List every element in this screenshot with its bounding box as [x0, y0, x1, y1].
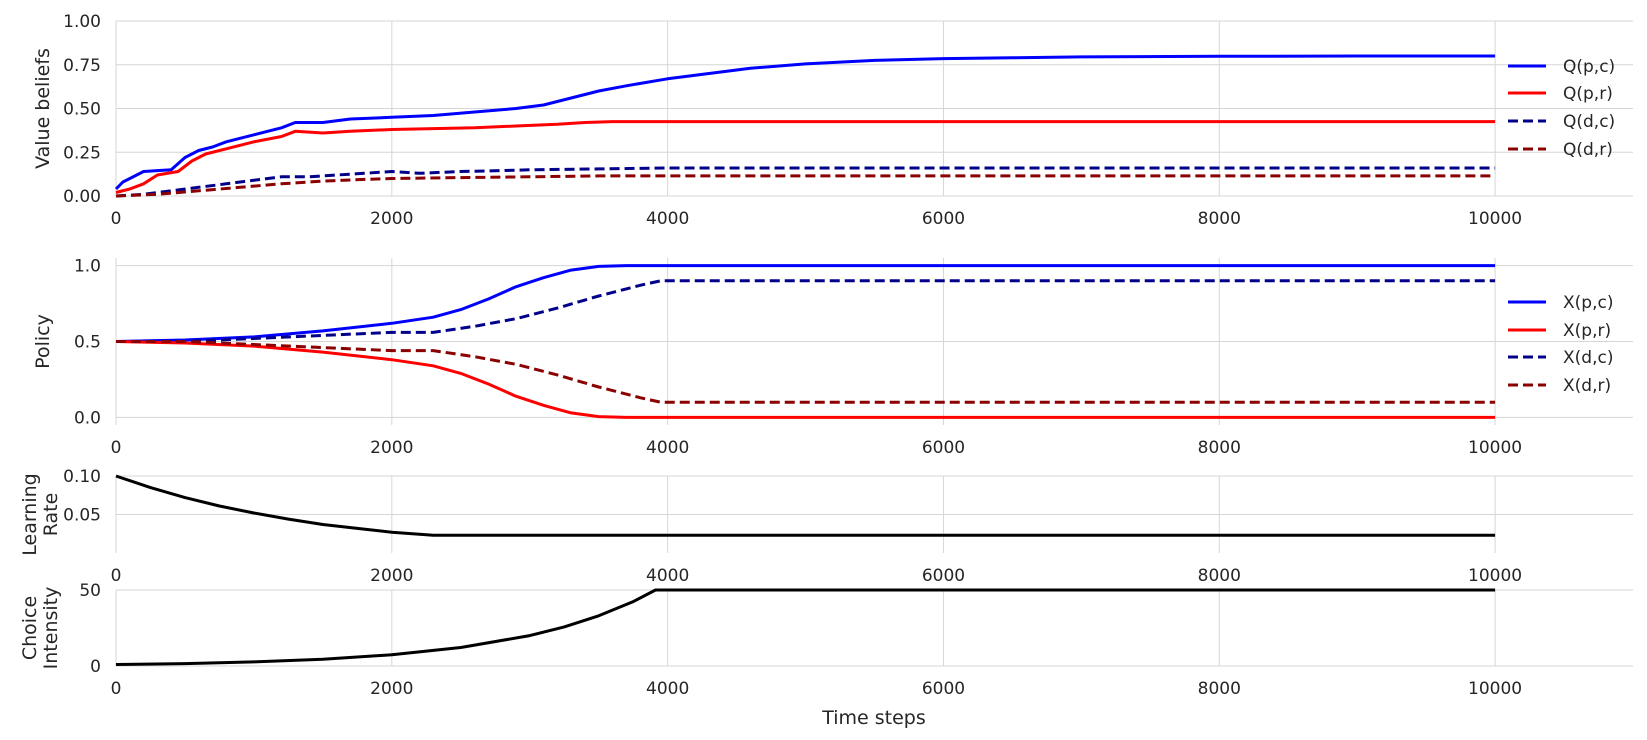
x-tick-label: 8000 — [1198, 566, 1241, 586]
series-line-1 — [115, 588, 1496, 666]
x-tick-label: 6000 — [922, 679, 965, 699]
legend: X(p,c) X(p,r) X(d,c) X(d,r) — [1508, 293, 1613, 396]
series-line-3 — [115, 166, 1496, 198]
x-tick-label: 4000 — [646, 679, 689, 699]
y-tick-label: 0.50 — [63, 100, 101, 120]
legend-entry: X(p,r) — [1563, 321, 1611, 341]
legend-entry: X(d,c) — [1563, 348, 1613, 368]
x-tick-label: 10000 — [1468, 566, 1522, 586]
x-tick-label: 6000 — [922, 209, 965, 229]
legend-entry: X(d,r) — [1563, 376, 1611, 396]
y-axis-label: LearningRate — [19, 473, 62, 556]
series-line-4 — [116, 340, 1496, 404]
x-tick-label: 6000 — [922, 566, 965, 586]
x-tick-label: 0 — [111, 209, 122, 229]
series-line-3 — [116, 279, 1496, 343]
y-axis-label: Policy — [32, 314, 54, 369]
y-tick-label: 0.0 — [74, 408, 101, 428]
y-tick-label: 0.00 — [63, 187, 101, 207]
x-tick-label: 8000 — [1198, 679, 1241, 699]
y-axis-label: Value beliefs — [32, 48, 54, 169]
x-tick-label: 2000 — [370, 679, 413, 699]
x-tick-label: 4000 — [646, 209, 689, 229]
legend: Q(p,c) Q(p,r) Q(d,c) Q(d,r) — [1508, 57, 1615, 160]
x-tick-label: 2000 — [370, 438, 413, 458]
x-tick-label: 0 — [111, 679, 122, 699]
legend-entry: Q(d,r) — [1563, 140, 1613, 160]
x-axis-label: Time steps — [821, 707, 926, 729]
y-tick-label: 0.10 — [63, 467, 101, 487]
series-line-1 — [115, 264, 1496, 343]
series-line-1 — [114, 54, 1496, 191]
panel-4: 0 50 0 2000 4000 6000 8000 10000 ChoiceIntensity… — [19, 581, 1633, 729]
x-tick-label: 8000 — [1198, 209, 1241, 229]
series-line-2 — [115, 120, 1496, 194]
series-line-2 — [115, 340, 1496, 419]
legend-entry: Q(p,r) — [1563, 84, 1613, 104]
x-tick-label: 6000 — [922, 438, 965, 458]
y-tick-label: 0 — [90, 657, 101, 677]
x-tick-label: 10000 — [1468, 438, 1522, 458]
y-tick-label: 0.5 — [74, 333, 101, 353]
x-tick-label: 0 — [111, 566, 122, 586]
y-tick-label: 1.0 — [74, 257, 101, 277]
x-tick-label: 4000 — [646, 438, 689, 458]
x-tick-label: 0 — [111, 438, 122, 458]
x-tick-label: 2000 — [370, 209, 413, 229]
y-tick-label: 0.25 — [63, 143, 101, 163]
x-tick-label: 8000 — [1198, 438, 1241, 458]
legend-entry: X(p,c) — [1563, 293, 1613, 313]
series-line-4 — [115, 174, 1496, 198]
y-axis-label: ChoiceIntensity — [19, 587, 62, 670]
panel-3: 0.05 0.10 0 2000 4000 6000 8000 10000 LearningRa… — [19, 467, 1633, 586]
legend-entry: Q(p,c) — [1563, 57, 1615, 77]
legend-entry: Q(d,c) — [1563, 112, 1615, 132]
x-tick-label: 10000 — [1468, 209, 1522, 229]
panel-2: 0.0 0.5 1.0 0 2000 4000 6000 8000 10000 Policy X(p… — [32, 257, 1633, 458]
panel-1: 0.00 0.25 0.50 0.75 1.00 0 2000 4000 6000 8000 100… — [32, 12, 1633, 229]
x-tick-label: 2000 — [370, 566, 413, 586]
y-tick-label: 50 — [79, 581, 101, 601]
series-line-1 — [115, 474, 1496, 537]
x-tick-label: 10000 — [1468, 679, 1522, 699]
y-tick-label: 0.05 — [63, 506, 101, 526]
y-tick-label: 1.00 — [63, 12, 101, 32]
y-tick-label: 0.75 — [63, 56, 101, 76]
x-tick-label: 4000 — [646, 566, 689, 586]
